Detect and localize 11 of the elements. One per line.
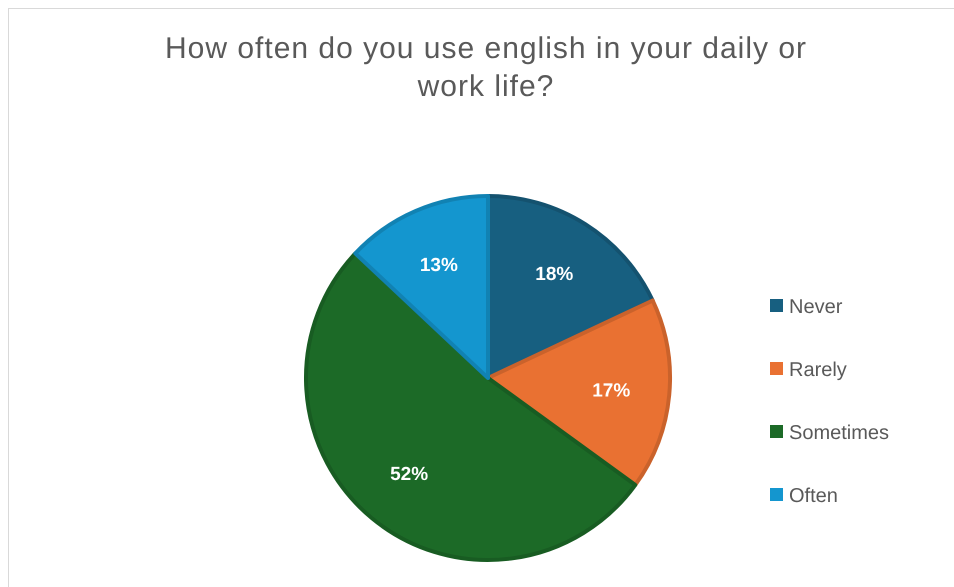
legend-label: Never	[789, 296, 843, 318]
legend-label: Often	[789, 485, 838, 507]
pie-slice	[304, 251, 638, 562]
data-label: 13%	[420, 255, 458, 276]
legend-label: Rarely	[789, 359, 847, 381]
chart-title: How often do you use english in your daily or work life?	[164, 32, 808, 103]
data-label: 52%	[390, 464, 428, 486]
data-label: 17%	[592, 380, 630, 402]
data-label: 18%	[535, 264, 574, 286]
legend-label: Sometimes	[789, 422, 890, 444]
pie-slice	[353, 194, 490, 380]
